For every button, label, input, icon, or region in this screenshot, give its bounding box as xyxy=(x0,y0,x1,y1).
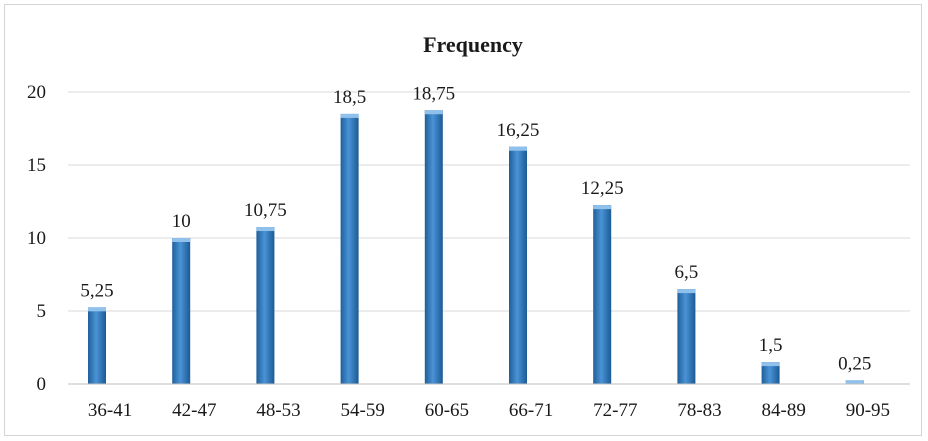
x-tick-label: 72-77 xyxy=(593,400,637,421)
bar-60-65 xyxy=(424,110,443,384)
bar-cap xyxy=(172,238,191,242)
bar-72-77 xyxy=(593,205,612,384)
x-tick-label: 42-47 xyxy=(172,400,216,421)
data-label: 18,5 xyxy=(333,87,366,108)
bar xyxy=(256,227,275,384)
bar xyxy=(424,110,443,384)
x-tick-label: 66-71 xyxy=(509,400,553,421)
bar xyxy=(677,289,696,384)
bar-54-59 xyxy=(340,113,359,385)
y-tick-label: 5 xyxy=(37,301,47,322)
bar-cap xyxy=(424,110,443,115)
data-label: 1,5 xyxy=(759,335,783,356)
y-tick-label: 20 xyxy=(27,82,46,103)
bar xyxy=(509,146,527,384)
bar xyxy=(761,362,780,384)
data-label: 6,5 xyxy=(675,262,699,283)
y-axis-ticks: 0 5 10 15 20 xyxy=(27,82,46,395)
bar xyxy=(340,113,359,385)
bar-48-53 xyxy=(256,227,275,384)
x-tick-label: 90-95 xyxy=(846,400,890,421)
bar-cap xyxy=(509,146,527,151)
bar xyxy=(172,238,191,384)
bar-cap xyxy=(593,205,612,210)
bar-78-83 xyxy=(677,289,696,384)
x-tick-label: 84-89 xyxy=(762,400,806,421)
bar-cap xyxy=(677,289,696,294)
y-tick-label: 10 xyxy=(27,228,46,249)
bar-cap xyxy=(256,227,275,232)
x-tick-label: 48-53 xyxy=(256,400,300,421)
bar-cap xyxy=(761,362,780,367)
bar-90-95 xyxy=(845,380,864,384)
bar-36-41 xyxy=(88,307,106,384)
data-labels: 5,25 10 10,75 18,5 18,75 16,25 12,25 6,5 1,5 0,25 xyxy=(80,83,871,374)
x-tick-label: 78-83 xyxy=(677,400,721,421)
bar xyxy=(593,205,612,384)
y-tick-label: 0 xyxy=(37,374,47,395)
bars xyxy=(88,110,864,385)
bar xyxy=(88,307,106,384)
x-tick-label: 60-65 xyxy=(425,400,469,421)
y-tick-label: 15 xyxy=(27,155,46,176)
x-tick-label: 54-59 xyxy=(341,400,385,421)
bar-42-47 xyxy=(172,238,191,384)
gridlines xyxy=(68,91,910,312)
data-label: 10,75 xyxy=(244,200,287,221)
x-tick-label: 36-41 xyxy=(88,400,132,421)
bar-cap xyxy=(340,113,359,118)
data-label: 18,75 xyxy=(412,83,455,104)
bar-66-71 xyxy=(509,146,527,384)
bar-84-89 xyxy=(761,362,780,384)
data-label: 12,25 xyxy=(581,178,624,199)
bar-cap xyxy=(845,380,864,384)
chart-title: Frequency xyxy=(423,32,523,57)
data-label: 5,25 xyxy=(80,280,113,301)
bar-cap xyxy=(88,307,106,312)
x-axis-ticks: 36-41 42-47 48-53 54-59 60-65 66-71 72-77 78-83… xyxy=(88,400,890,421)
data-label: 10 xyxy=(172,211,191,232)
data-label: 16,25 xyxy=(497,120,540,141)
data-label: 0,25 xyxy=(838,353,871,374)
